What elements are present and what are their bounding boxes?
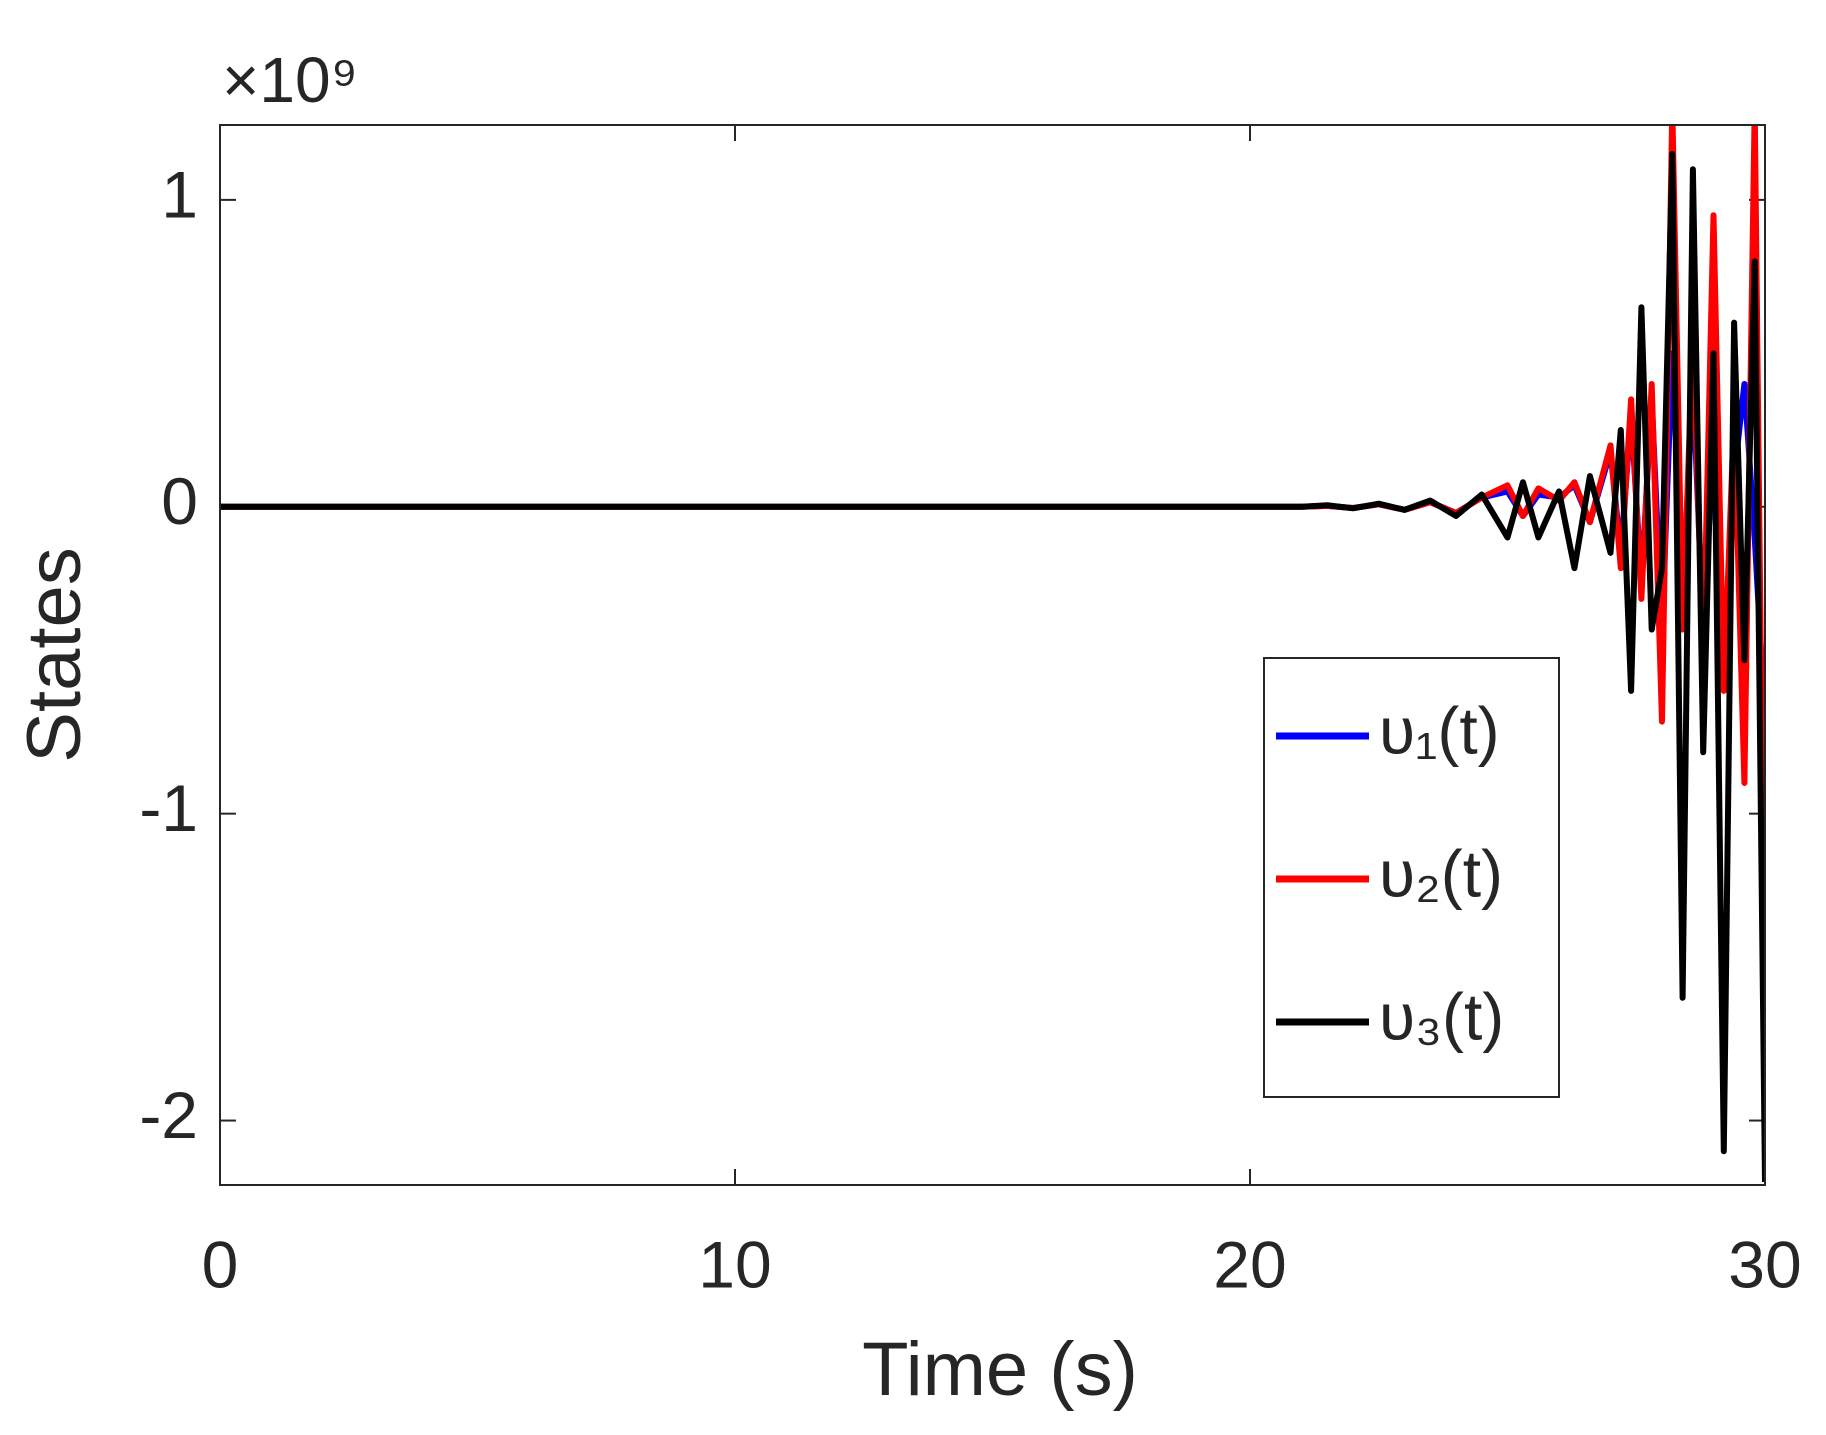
- series-line: [220, 150, 1765, 1182]
- x-axis-label: Time (s): [862, 1327, 1138, 1412]
- legend-label: υ₃(t): [1379, 979, 1504, 1053]
- y-tick-label: -1: [139, 771, 198, 845]
- x-tick-label: 10: [698, 1227, 771, 1301]
- x-tick-label: 30: [1728, 1227, 1801, 1301]
- y-tick-label: -2: [139, 1078, 198, 1152]
- y-multiplier: ×10⁹: [222, 44, 358, 116]
- y-axis-label: States: [12, 547, 97, 762]
- legend-label: υ₂(t): [1379, 836, 1503, 910]
- plot-area: [220, 125, 1765, 1182]
- y-tick-label: 1: [161, 157, 198, 231]
- x-tick-label: 20: [1213, 1227, 1286, 1301]
- legend-label: υ₁(t): [1379, 693, 1500, 767]
- axes-box: [219, 124, 1766, 1186]
- y-tick-label: 0: [161, 464, 198, 538]
- x-tick-label: 0: [202, 1227, 239, 1301]
